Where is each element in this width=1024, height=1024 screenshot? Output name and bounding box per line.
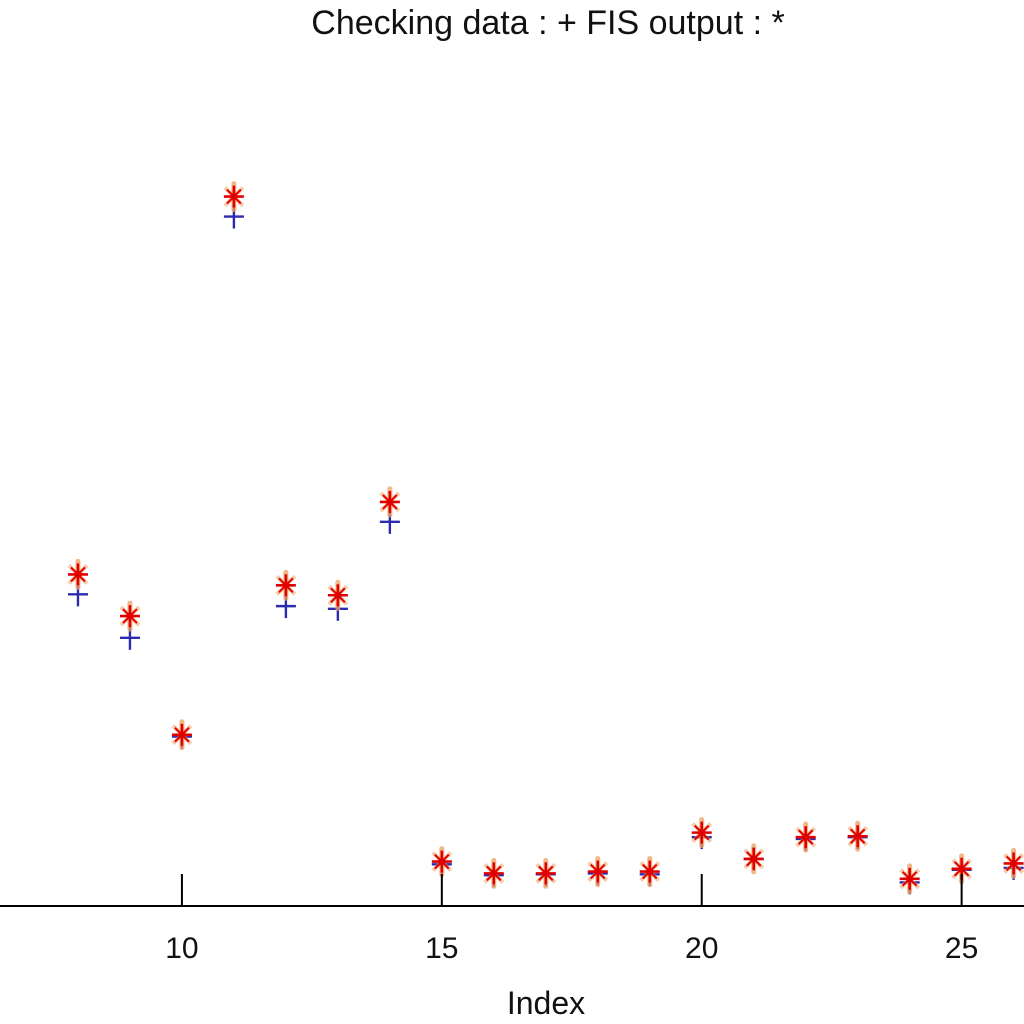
fis-output-point bbox=[223, 181, 245, 213]
x-tick-label: 10 bbox=[165, 932, 198, 965]
fis-output-point bbox=[327, 579, 349, 611]
fis-output-point bbox=[639, 856, 661, 888]
fis-output-point bbox=[587, 856, 609, 888]
series-checking-data bbox=[67, 204, 1024, 895]
x-tick-label: 20 bbox=[685, 932, 718, 965]
x-axis-label: Index bbox=[507, 985, 585, 1021]
fis-output-point bbox=[379, 486, 401, 518]
fis-output-point bbox=[171, 719, 193, 751]
x-tick-label: 25 bbox=[945, 932, 978, 965]
fis-output-point bbox=[431, 846, 453, 878]
fis-output-point bbox=[483, 857, 505, 889]
fis-output-point bbox=[951, 853, 973, 885]
series-fis-output bbox=[67, 181, 1024, 895]
fis-output-point bbox=[847, 820, 869, 852]
chart-title: Checking data : + FIS output : * bbox=[311, 4, 784, 42]
fis-output-point bbox=[1003, 847, 1024, 879]
fis-output-point bbox=[691, 817, 713, 849]
fis-output-point bbox=[535, 857, 557, 889]
fis-output-point bbox=[743, 843, 765, 875]
fis-output-point bbox=[119, 600, 141, 632]
plot-area bbox=[67, 181, 1024, 895]
x-tick-label: 15 bbox=[425, 932, 458, 965]
fis-output-point bbox=[67, 558, 89, 590]
x-axis-ticks: 10 15 20 25 bbox=[165, 874, 978, 965]
fis-output-point bbox=[275, 569, 297, 601]
fis-output-point bbox=[899, 863, 921, 895]
fis-output-point bbox=[795, 821, 817, 853]
